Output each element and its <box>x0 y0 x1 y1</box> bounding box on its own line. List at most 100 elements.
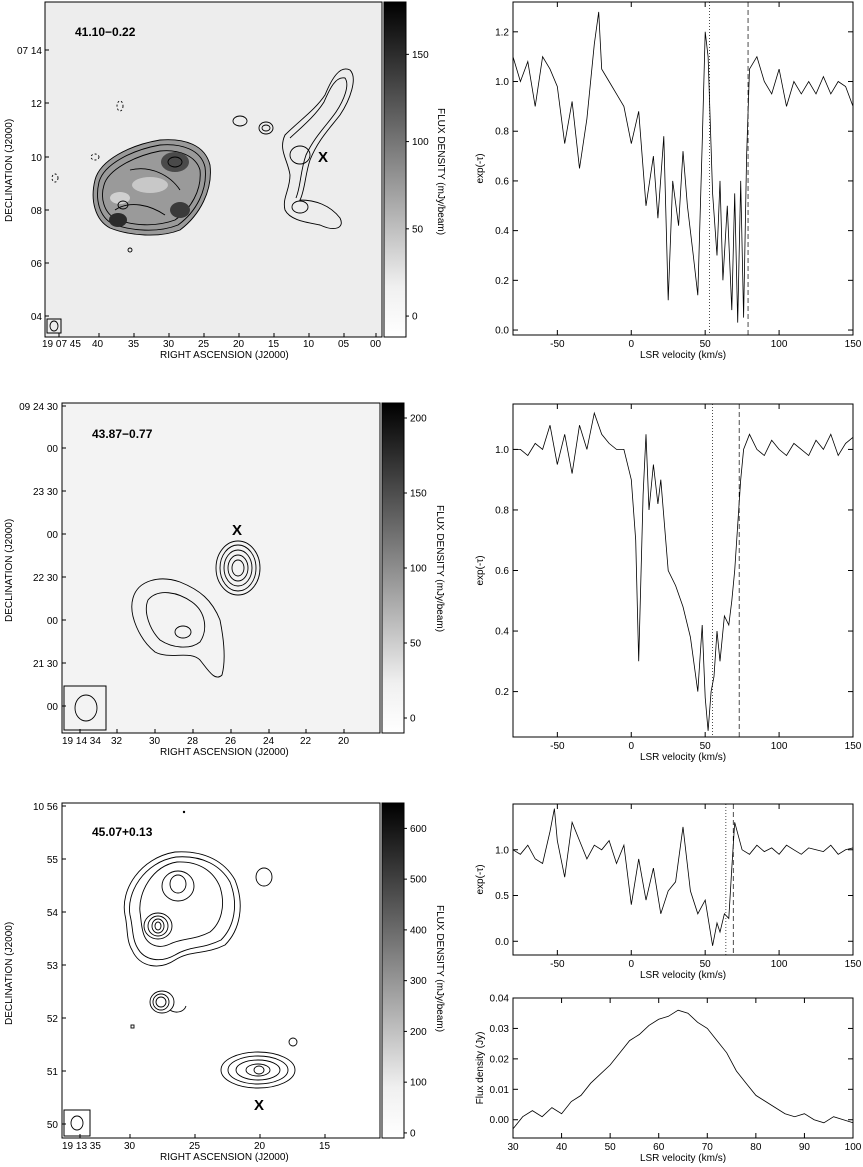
emission-region-x <box>220 1037 298 1089</box>
y-tick-label: 0.6 <box>495 176 509 187</box>
y-tick-label: 08 <box>31 206 43 217</box>
x-tick-label: -50 <box>550 959 565 970</box>
y-tick-label: 1.0 <box>495 845 509 856</box>
y-tick-label: 0.2 <box>495 687 509 698</box>
x-axis-label: RIGHT ASCENSION (J2000) <box>160 1152 289 1163</box>
colorbar-tick-label: 50 <box>412 224 424 235</box>
y-tick-label: 00 <box>47 444 59 455</box>
spectrum-line <box>512 11 854 323</box>
source-label: 43.87−0.77 <box>92 427 153 441</box>
y-tick-label: 52 <box>47 1014 59 1025</box>
colorbar-ticks: 150 100 50 0 <box>406 50 429 323</box>
emission-region-x <box>215 540 261 596</box>
source-label: 41.10−0.22 <box>75 25 136 39</box>
map-panel-2: X 43.87−0.77 19 14 34 32 30 28 26 24 22 … <box>4 402 445 758</box>
x-tick-label: 05 <box>338 339 350 350</box>
x-tick-label: 30 <box>507 1142 519 1153</box>
y-axis-label: exp(-τ) <box>475 153 486 183</box>
x-tick-label: 24 <box>263 736 275 747</box>
x-axis-label: RIGHT ASCENSION (J2000) <box>160 350 289 361</box>
colorbar-tick-label: 100 <box>412 137 429 148</box>
x-tick-label: 50 <box>700 339 712 350</box>
plot-frame <box>512 1 854 336</box>
y-tick-label: 1.0 <box>495 77 509 88</box>
y-tick-label: 10 <box>31 153 43 164</box>
y-tick-label: 0.00 <box>490 1115 510 1126</box>
x-tick-label: -50 <box>550 741 565 752</box>
x-ticks <box>79 1134 326 1138</box>
colorbar-label: FLUX DENSITY (mJy/beam) <box>435 108 446 235</box>
y-tick-label: 0.6 <box>495 566 509 577</box>
emission-knot <box>258 121 274 135</box>
x-tick-label: 90 <box>799 1142 811 1153</box>
x-tick-label: 40 <box>556 1142 568 1153</box>
x-axis-label: LSR velocity (km/s) <box>640 970 726 981</box>
x-tick-label: 00 <box>370 339 382 350</box>
y-tick-label: 55 <box>47 855 59 866</box>
colorbar-tick-label: 500 <box>410 875 427 886</box>
spectrum-panel-1: -50 0 50 100 150 0.0 0.2 0.4 0.6 0.8 1.0 1.2 LSR vel… <box>475 1 862 361</box>
y-tick-label: 21 30 <box>33 659 58 670</box>
x-axis-label: RIGHT ASCENSION (J2000) <box>160 747 289 758</box>
y-tick-label: 22 30 <box>33 573 58 584</box>
y-axis-label: Flux density (Jy) <box>475 1032 486 1105</box>
emission-knot <box>255 867 273 887</box>
colorbar-tick-label: 300 <box>410 976 427 987</box>
x-tick-label: 100 <box>771 339 788 350</box>
colorbar-tick-label: 600 <box>410 824 427 835</box>
y-ticks <box>62 405 66 707</box>
map-panel-3: X 45.07+0.13 19 13 35 30 25 20 15 RIGHT … <box>4 802 445 1163</box>
x-tick-label: 19 13 35 <box>62 1141 101 1152</box>
x-axis-label: LSR velocity (km/s) <box>640 350 726 361</box>
y-tick-label: 04 <box>31 312 43 323</box>
x-tick-label: 100 <box>771 741 788 752</box>
x-tick-label: 22 <box>300 736 312 747</box>
y-tick-label: 07 14 <box>17 46 42 57</box>
map-frame <box>44 1 383 338</box>
x-tick-label: 50 <box>605 1142 617 1153</box>
colorbar-tick-label: 150 <box>412 50 429 61</box>
x-tick-label: -50 <box>550 339 565 350</box>
colorbar-label: FLUX DENSITY (mJy/beam) <box>434 505 445 632</box>
y-tick-label: 1.0 <box>495 445 509 456</box>
y-tick-label: 53 <box>47 961 59 972</box>
source-x-marker: X <box>318 149 328 166</box>
x-tick-label: 30 <box>124 1141 136 1152</box>
y-tick-label: 54 <box>47 908 59 919</box>
y-tick-label: 10 56 <box>33 802 58 813</box>
spectrum-line <box>512 1009 854 1130</box>
x-tick-label: 10 <box>303 339 315 350</box>
x-tick-label: 0 <box>628 741 634 752</box>
spectrum-line <box>512 808 854 946</box>
x-tick-label: 50 <box>700 959 712 970</box>
spectrum-panel-2: -50 0 50 100 150 0.2 0.4 0.6 0.8 1.0 LSR velocity … <box>475 403 862 763</box>
emission-knot <box>149 990 187 1014</box>
y-tick-label: 0.02 <box>490 1054 510 1065</box>
x-tick-label: 19 14 34 <box>62 736 101 747</box>
map-frame <box>61 402 381 734</box>
x-tick-label: 0 <box>628 959 634 970</box>
y-tick-label: 0.5 <box>495 891 509 902</box>
x-tick-label: 40 <box>92 339 104 350</box>
spectrum-panel-4: 30 40 50 60 70 80 90 100 0.00 0.01 0.02 0.03 0.04 LSR… <box>475 994 862 1165</box>
x-tick-label: 150 <box>845 339 862 350</box>
y-ticks <box>62 805 66 1125</box>
x-tick-label: 26 <box>225 736 237 747</box>
colorbar-label: FLUX DENSITY (mJy/beam) <box>434 905 445 1032</box>
y-tick-label: 50 <box>47 1120 59 1131</box>
x-tick-label: 80 <box>750 1142 762 1153</box>
colorbar-tick-label: 200 <box>410 414 427 425</box>
y-tick-label: 0.4 <box>495 226 509 237</box>
emission-region-x <box>282 68 354 229</box>
map-panel-1: X 41.10−0.22 19 07 45 40 35 30 25 20 15 … <box>4 1 446 361</box>
x-ticks <box>79 729 345 733</box>
x-tick-label: 30 <box>163 339 175 350</box>
emission-region-main <box>123 851 241 967</box>
y-tick-label: 00 <box>47 616 59 627</box>
y-tick-label: 0.01 <box>490 1085 510 1096</box>
y-ticks <box>45 49 49 317</box>
colorbar <box>384 2 406 337</box>
beam-ellipse <box>70 1115 84 1131</box>
colorbar-tick-label: 100 <box>410 1078 427 1089</box>
x-tick-label: 15 <box>319 1141 331 1152</box>
